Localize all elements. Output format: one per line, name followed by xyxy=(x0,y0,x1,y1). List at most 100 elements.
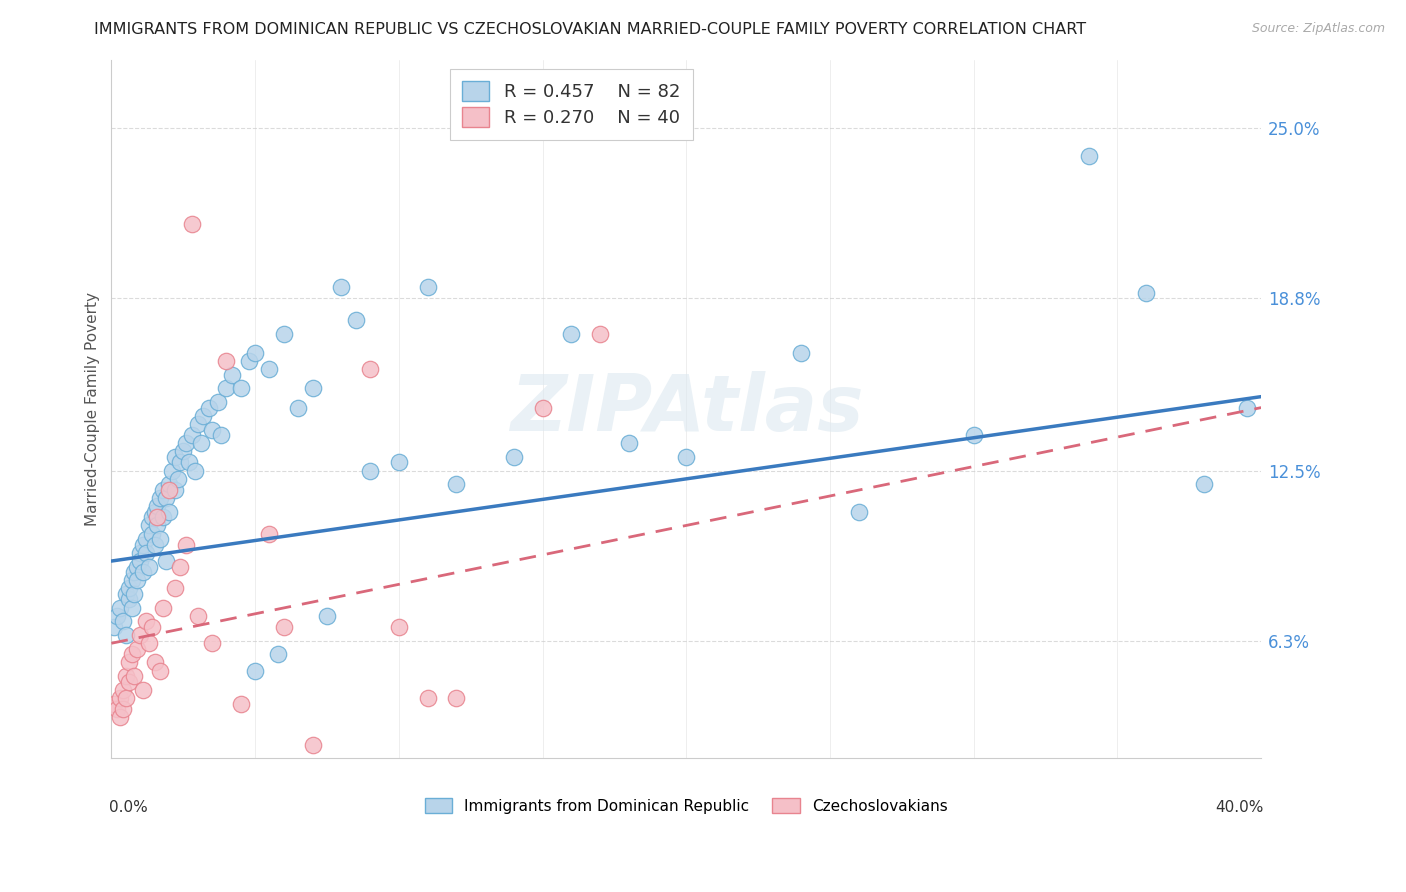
Point xyxy=(446,691,468,706)
Point xyxy=(416,280,439,294)
Point xyxy=(193,409,215,423)
Point xyxy=(138,559,160,574)
Point xyxy=(187,417,209,431)
Point xyxy=(114,669,136,683)
Point xyxy=(221,368,243,382)
Point xyxy=(152,510,174,524)
Point xyxy=(111,615,134,629)
Point xyxy=(152,483,174,497)
Point xyxy=(388,620,411,634)
Point xyxy=(118,582,141,596)
Point xyxy=(135,615,157,629)
Point xyxy=(215,381,238,395)
Point xyxy=(152,600,174,615)
Point xyxy=(201,636,224,650)
Point xyxy=(273,326,295,341)
Point xyxy=(1077,148,1099,162)
Point xyxy=(141,620,163,634)
Point xyxy=(143,656,166,670)
Point xyxy=(124,565,146,579)
Point xyxy=(146,500,169,514)
Point xyxy=(330,280,353,294)
Point xyxy=(114,587,136,601)
Point xyxy=(135,546,157,560)
Point xyxy=(190,436,212,450)
Point xyxy=(155,554,177,568)
Point xyxy=(143,538,166,552)
Point xyxy=(108,691,131,706)
Text: IMMIGRANTS FROM DOMINICAN REPUBLIC VS CZECHOSLOVAKIAN MARRIED-COUPLE FAMILY POVE: IMMIGRANTS FROM DOMINICAN REPUBLIC VS CZ… xyxy=(94,22,1087,37)
Text: 40.0%: 40.0% xyxy=(1215,800,1264,815)
Point xyxy=(848,505,870,519)
Point xyxy=(174,538,197,552)
Point xyxy=(141,510,163,524)
Point xyxy=(502,450,524,464)
Point xyxy=(273,620,295,634)
Point xyxy=(127,641,149,656)
Point xyxy=(243,664,266,678)
Point xyxy=(344,313,367,327)
Point xyxy=(187,608,209,623)
Point xyxy=(135,532,157,546)
Point xyxy=(229,381,252,395)
Point xyxy=(301,738,323,752)
Point xyxy=(675,450,697,464)
Point xyxy=(259,362,281,376)
Point xyxy=(157,505,180,519)
Text: Source: ZipAtlas.com: Source: ZipAtlas.com xyxy=(1251,22,1385,36)
Point xyxy=(114,691,136,706)
Point xyxy=(174,436,197,450)
Point xyxy=(108,710,131,724)
Point xyxy=(149,532,172,546)
Point xyxy=(129,554,152,568)
Point xyxy=(124,587,146,601)
Point xyxy=(1192,477,1215,491)
Point xyxy=(163,582,186,596)
Point xyxy=(287,401,309,415)
Point xyxy=(157,483,180,497)
Point xyxy=(209,428,232,442)
Point xyxy=(155,491,177,505)
Point xyxy=(149,491,172,505)
Point xyxy=(177,455,200,469)
Y-axis label: Married-Couple Family Poverty: Married-Couple Family Poverty xyxy=(86,292,100,526)
Point xyxy=(388,455,411,469)
Point xyxy=(132,682,155,697)
Point xyxy=(111,702,134,716)
Point xyxy=(316,608,339,623)
Point xyxy=(138,518,160,533)
Point xyxy=(143,505,166,519)
Point xyxy=(172,444,194,458)
Point xyxy=(198,401,221,415)
Point xyxy=(259,526,281,541)
Point xyxy=(132,565,155,579)
Point xyxy=(560,326,582,341)
Point xyxy=(105,702,128,716)
Point xyxy=(111,682,134,697)
Point xyxy=(790,346,813,360)
Point xyxy=(141,526,163,541)
Text: 0.0%: 0.0% xyxy=(110,800,148,815)
Point xyxy=(617,436,640,450)
Point xyxy=(118,592,141,607)
Point xyxy=(127,559,149,574)
Point xyxy=(163,483,186,497)
Point xyxy=(963,428,986,442)
Point xyxy=(215,354,238,368)
Point xyxy=(129,628,152,642)
Point xyxy=(169,455,191,469)
Point xyxy=(149,664,172,678)
Point xyxy=(146,510,169,524)
Point xyxy=(238,354,260,368)
Point xyxy=(121,647,143,661)
Point xyxy=(416,691,439,706)
Point xyxy=(201,423,224,437)
Point xyxy=(132,538,155,552)
Point xyxy=(118,656,141,670)
Point xyxy=(207,395,229,409)
Point xyxy=(180,217,202,231)
Point xyxy=(589,326,612,341)
Point xyxy=(121,600,143,615)
Point xyxy=(166,472,188,486)
Point xyxy=(103,697,125,711)
